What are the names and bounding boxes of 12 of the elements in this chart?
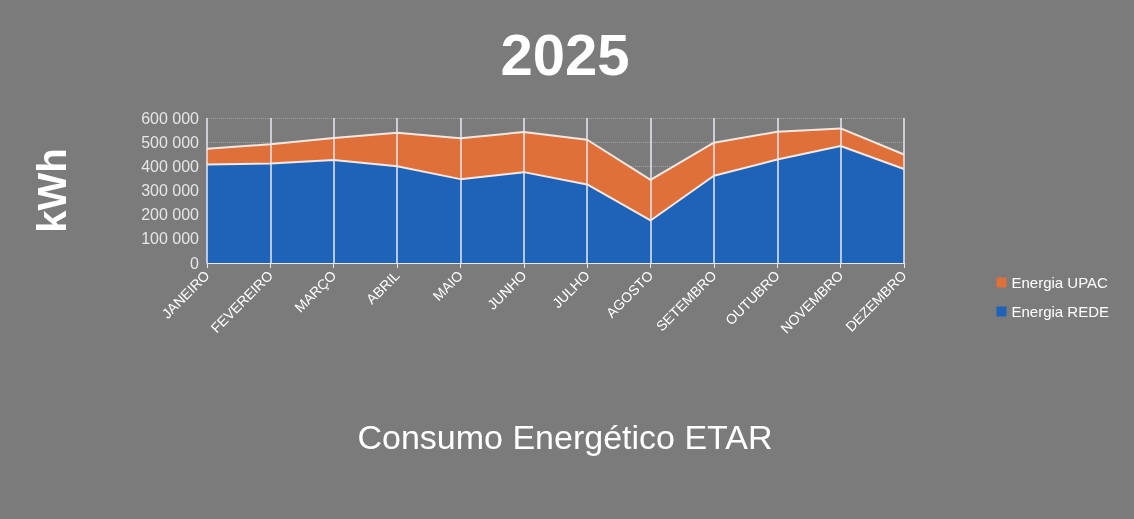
y-tick-label: 0 (190, 254, 200, 272)
legend-label: Energia UPAC (1011, 274, 1109, 291)
chart-title: 2025 (500, 21, 630, 87)
y-tick-label: 200 000 (141, 206, 200, 224)
y-tick-label: 500 000 (141, 133, 200, 151)
y-axis-title: kWh (30, 148, 74, 233)
legend-label: Energia REDE (1011, 303, 1109, 320)
y-tick-label: 100 000 (141, 230, 200, 248)
y-tick-label: 600 000 (141, 109, 200, 127)
y-tick-label: 400 000 (141, 157, 200, 175)
x-axis-title: Consumo Energético ETAR (357, 418, 773, 456)
y-tick-label: 300 000 (141, 182, 200, 199)
